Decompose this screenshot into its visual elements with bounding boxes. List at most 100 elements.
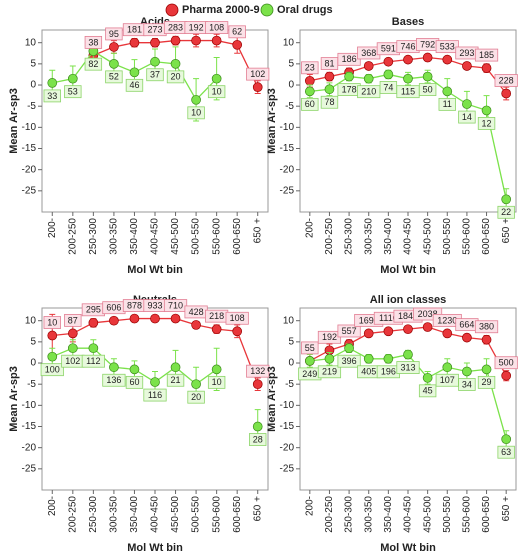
count-label-box — [477, 117, 496, 130]
data-point — [67, 343, 78, 354]
count-label: 1696 — [359, 315, 379, 325]
data-point — [363, 353, 374, 364]
x-tick-label: 550-600 — [462, 218, 473, 255]
count-label-box — [64, 313, 82, 327]
count-label: 210 — [361, 87, 376, 97]
y-tick-label: 10 — [25, 37, 37, 48]
data-point — [211, 324, 222, 335]
data-point — [150, 56, 160, 67]
count-label-box — [458, 110, 476, 124]
y-tick-label: -15 — [22, 421, 37, 432]
y-tick-label: 5 — [288, 337, 294, 348]
count-label-box — [301, 61, 319, 75]
data-point — [109, 362, 119, 373]
x-tick-label: 250-300 — [88, 218, 99, 255]
count-label: 10 — [212, 87, 222, 97]
count-label: 192 — [322, 332, 337, 342]
data-point — [403, 324, 413, 335]
count-label: 273 — [147, 25, 162, 35]
data-point — [481, 334, 492, 345]
y-tick-label: 0 — [288, 80, 294, 91]
x-tick-label: 350-400 — [129, 496, 140, 533]
count-label-box — [337, 324, 361, 338]
data-point — [191, 35, 201, 46]
x-tick-label: 350-400 — [383, 496, 394, 533]
count-label-box — [40, 363, 64, 377]
data-point — [150, 377, 160, 387]
count-label: 95 — [109, 29, 119, 39]
data-point — [501, 434, 512, 445]
count-label-box — [438, 97, 456, 111]
x-tick-label: 600-650 — [232, 496, 243, 533]
data-point — [462, 366, 472, 377]
count-label-box — [396, 361, 420, 374]
data-point — [383, 353, 394, 364]
x-tick-label: 500-550 — [191, 218, 202, 255]
count-label: 21 — [171, 375, 181, 385]
data-point — [129, 67, 140, 78]
x-tick-label: 550-600 — [462, 496, 473, 533]
count-label: 295 — [86, 305, 101, 315]
count-label-box — [494, 74, 518, 87]
count-label: 178 — [342, 84, 357, 94]
count-label: 1849 — [398, 311, 418, 321]
count-label-box — [81, 354, 105, 368]
y-tick-label: -15 — [280, 421, 295, 432]
y-axis-label: Mean Ar-sp3 — [8, 88, 20, 154]
panel-title: All ion classes — [370, 294, 446, 306]
data-point — [462, 332, 472, 343]
x-tick-label: 550-600 — [211, 496, 222, 533]
y-tick-label: 10 — [283, 315, 295, 326]
data-point — [109, 59, 119, 69]
data-point — [422, 52, 433, 63]
count-label-box — [246, 364, 270, 378]
count-label: 10 — [47, 317, 57, 327]
count-label-box — [474, 48, 499, 62]
data-point — [170, 35, 181, 46]
x-tick-label: 450-500 — [422, 218, 433, 255]
count-label: 60 — [305, 99, 315, 109]
y-tick-label: -5 — [285, 379, 294, 390]
data-point — [344, 71, 354, 82]
count-label: 108 — [230, 313, 245, 323]
count-label: 45 — [423, 386, 433, 396]
data-point — [150, 37, 160, 48]
count-label-box — [125, 78, 144, 92]
data-point — [109, 42, 119, 52]
count-label: 10 — [212, 377, 222, 387]
count-label: 11 — [443, 99, 452, 109]
count-label-box — [43, 316, 61, 329]
count-label: 186 — [342, 54, 357, 64]
data-point — [363, 328, 374, 339]
data-point — [481, 63, 492, 73]
count-label: 933 — [147, 300, 162, 310]
data-point — [88, 343, 99, 354]
count-label: 219 — [322, 367, 337, 377]
count-label: 60 — [129, 377, 139, 387]
data-point — [324, 71, 335, 82]
y-tick-label: -5 — [285, 101, 294, 112]
count-label-box — [337, 354, 361, 368]
count-label: 108 — [209, 22, 224, 32]
count-label: 53 — [68, 87, 78, 97]
count-label: 33 — [47, 91, 57, 101]
count-label-box — [143, 388, 167, 402]
x-tick-label: 350-400 — [129, 218, 140, 255]
count-label-box — [301, 341, 319, 355]
count-label: 249 — [302, 369, 317, 379]
y-tick-label: 5 — [288, 59, 294, 70]
y-tick-label: 5 — [30, 59, 36, 70]
count-label: 52 — [109, 72, 119, 82]
count-label: 112 — [86, 356, 100, 366]
x-tick-label: 200-250 — [324, 496, 335, 533]
data-point — [47, 330, 58, 341]
data-point — [481, 364, 492, 375]
data-point — [442, 328, 453, 339]
x-tick-label: 500-550 — [442, 496, 453, 533]
legend-swatch — [260, 3, 274, 17]
count-label-box — [458, 378, 476, 391]
count-label: 29 — [482, 377, 492, 387]
count-label-box — [246, 67, 270, 81]
plot-frame — [41, 307, 269, 491]
data-point — [422, 71, 433, 82]
